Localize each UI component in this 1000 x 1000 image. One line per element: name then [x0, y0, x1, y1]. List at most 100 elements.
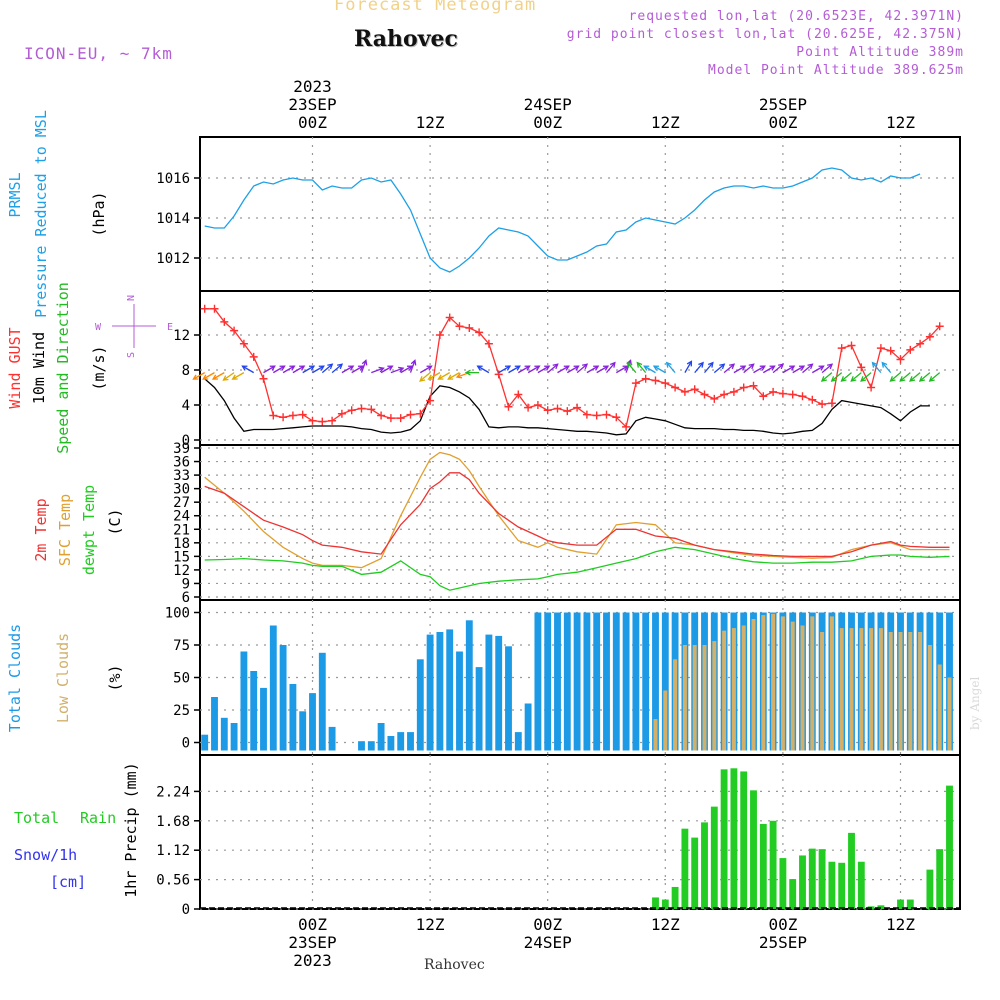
arrow-shaft — [704, 362, 714, 374]
total-cloud-bar — [456, 651, 463, 751]
gust-marker — [347, 406, 356, 415]
arrow-head — [643, 365, 650, 371]
rain-bar — [691, 837, 699, 909]
arrow-shaft — [212, 372, 225, 380]
precip-ytick-label: 0.56 — [156, 873, 190, 889]
wind-gust-label: Wind GUST — [6, 327, 24, 408]
total-cloud-bar — [377, 723, 385, 751]
gust-marker — [631, 379, 640, 388]
arrow-head — [871, 361, 878, 368]
pressure-label: PRMSL — [6, 172, 24, 217]
wind-direction-arrow — [202, 372, 215, 380]
arrow-head — [357, 365, 365, 371]
temperature-ytick-label: 33 — [173, 468, 190, 484]
rain-bar — [661, 899, 669, 909]
compass-rose: N S W E — [95, 295, 173, 358]
clouds-ytick-label: 75 — [173, 638, 190, 654]
gust-marker — [622, 422, 631, 431]
low-cloud-bar — [741, 625, 746, 751]
gust-marker — [396, 414, 405, 423]
arrow-head — [593, 365, 600, 371]
pressure-ytick-label: 1014 — [156, 211, 190, 227]
low-cloud-bar — [888, 632, 893, 751]
wind-direction-arrow — [282, 365, 296, 374]
arrow-head — [899, 376, 906, 382]
gust-marker — [337, 409, 346, 418]
gust-marker — [602, 410, 611, 419]
wind-panel-frame — [199, 290, 961, 446]
wind-direction-arrow — [419, 372, 431, 382]
rain-bar — [897, 899, 904, 909]
arrow-head — [289, 365, 296, 371]
low-cloud-bar — [927, 645, 932, 751]
arrow-head — [759, 365, 766, 371]
gust-marker — [818, 400, 827, 409]
arrow-head — [231, 374, 238, 380]
wind-direction-arrow — [636, 361, 647, 374]
wind-direction-arrow — [498, 365, 512, 374]
wind-direction-arrow — [802, 363, 814, 374]
top-time-label: 00Z — [768, 113, 797, 132]
gust-marker — [426, 396, 435, 405]
rain-bar — [838, 862, 846, 909]
wind-direction-arrow — [753, 365, 766, 374]
arrow-head — [626, 361, 633, 368]
top-time-label: 24SEP — [524, 95, 572, 114]
wind-direction-arrow — [606, 361, 616, 374]
low-cloud-bar — [800, 625, 805, 751]
wind-direction-arrow — [192, 372, 206, 380]
gust-marker — [592, 411, 601, 420]
requested-coords: requested lon,lat (20.6523E, 42.3971N) — [628, 9, 964, 24]
dewpt-line — [204, 546, 950, 591]
total-cloud-bar — [612, 612, 620, 751]
total-cloud-bar — [495, 635, 503, 751]
rain-bar — [769, 820, 777, 909]
arrow-head — [464, 369, 471, 376]
arrow-head — [719, 363, 726, 370]
arrow-head — [308, 365, 316, 371]
total-cloud-bar — [240, 651, 248, 751]
total-cloud-bar — [328, 726, 336, 751]
arrow-shaft — [390, 367, 404, 374]
arrow-head — [406, 365, 414, 371]
arrow-shaft — [929, 372, 941, 382]
arrow-head — [337, 363, 344, 370]
wind-direction-arrow — [782, 365, 796, 374]
rain-bar — [789, 879, 797, 909]
pressure-desc-label: Pressure Reduced to MSL — [32, 110, 50, 318]
pressure-panel-frame — [199, 136, 961, 292]
rain-bar — [936, 849, 944, 909]
gust-marker — [935, 322, 944, 331]
bottom-time-label: 12Z — [651, 915, 680, 934]
arrow-head — [840, 376, 847, 382]
compass-north: N — [126, 295, 137, 301]
wind-direction-arrow — [341, 365, 355, 374]
arrow-head — [348, 365, 355, 371]
wind-direction-arrow — [811, 365, 825, 374]
total-cloud-bar — [397, 732, 405, 751]
wind-direction-arrow — [626, 361, 637, 374]
location-title: Rahovec — [354, 26, 458, 52]
arrow-shaft — [282, 365, 295, 374]
total-cloud-bar — [583, 612, 591, 751]
gust-marker — [445, 313, 454, 322]
gust-marker — [484, 339, 493, 348]
gust-marker — [494, 370, 503, 379]
wind-gust-line — [204, 308, 941, 429]
top-time-label: 00Z — [298, 113, 327, 132]
bottom-time-label: 12Z — [886, 915, 915, 934]
arrow-shaft — [713, 363, 725, 374]
gust-marker — [827, 399, 836, 408]
arrow-head — [665, 361, 672, 368]
arrow-head — [455, 372, 463, 379]
temperature-ytick-label: 36 — [173, 455, 190, 471]
arrow-shaft — [419, 372, 431, 382]
arrow-head — [563, 365, 570, 371]
wind-direction-arrow — [860, 372, 872, 382]
arrow-shaft — [586, 365, 599, 374]
arrow-shaft — [636, 362, 647, 374]
arrow-shaft — [547, 363, 559, 374]
arrow-head — [850, 376, 857, 382]
total-cloud-bar — [309, 693, 316, 751]
